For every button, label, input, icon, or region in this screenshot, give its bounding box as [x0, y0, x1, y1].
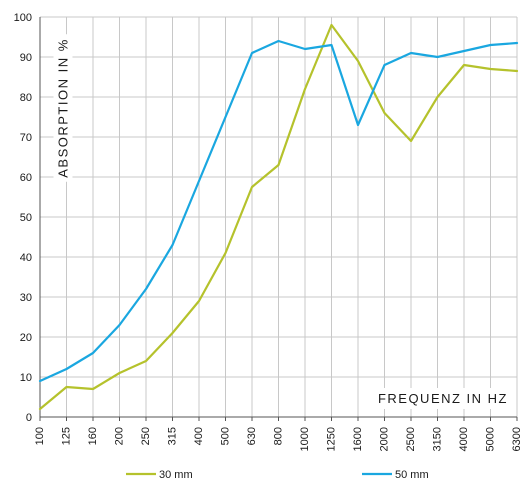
x-tick-label: 630: [246, 427, 258, 445]
x-tick-label: 4000: [458, 427, 470, 451]
y-tick-label: 100: [14, 12, 32, 24]
y-tick-label: 60: [20, 172, 32, 184]
y-tick-label: 20: [20, 332, 32, 344]
y-axis-title: ABSORPTION IN %: [56, 38, 71, 178]
grid: [39, 16, 518, 418]
y-axis-ticks: 0 10 20 30 40 50 60 70 80 90 100: [14, 12, 32, 424]
x-tick-label: 100: [34, 427, 46, 445]
y-tick-label: 30: [20, 292, 32, 304]
y-tick-label: 50: [20, 212, 32, 224]
y-tick-label: 0: [26, 412, 32, 424]
x-tick-label: 5000: [485, 427, 497, 451]
x-axis-ticks: 100 125 160 200 250 315 400 500 630 800 1000 1250 16…: [34, 417, 523, 451]
x-tick-label: 200: [114, 427, 126, 445]
x-tick-label: 160: [87, 427, 99, 445]
series-layer: [38, 23, 519, 411]
x-axis-title: FREQUENZ IN HZ: [378, 391, 508, 406]
y-axis-title-background: [53, 34, 73, 182]
y-tick-label: 40: [20, 252, 32, 264]
series-line-0: [38, 23, 519, 411]
series-line-1: [38, 39, 519, 383]
x-tick-label: 2000: [379, 427, 391, 451]
legend: 30 mm 50 mm: [126, 469, 429, 481]
x-tick-label: 500: [220, 427, 232, 445]
x-tick-label: 400: [193, 427, 205, 445]
x-tick-label: 1000: [299, 427, 311, 451]
legend-label-1: 50 mm: [395, 469, 429, 481]
x-tick-label: 250: [140, 427, 152, 445]
x-tick-label: 3150: [432, 427, 444, 451]
y-tick-label: 80: [20, 92, 32, 104]
x-tick-label: 125: [61, 427, 73, 445]
x-tick-label: 2500: [405, 427, 417, 451]
y-tick-label: 70: [20, 132, 32, 144]
y-tick-label: 10: [20, 372, 32, 384]
x-tick-label: 6300: [511, 427, 523, 451]
y-tick-label: 90: [20, 52, 32, 64]
legend-label-0: 30 mm: [159, 469, 193, 481]
x-tick-label: 1250: [326, 427, 338, 451]
x-tick-label: 315: [167, 427, 179, 445]
x-tick-label: 800: [273, 427, 285, 445]
x-axis-title-background: [371, 388, 514, 409]
x-tick-label: 1600: [352, 427, 364, 451]
